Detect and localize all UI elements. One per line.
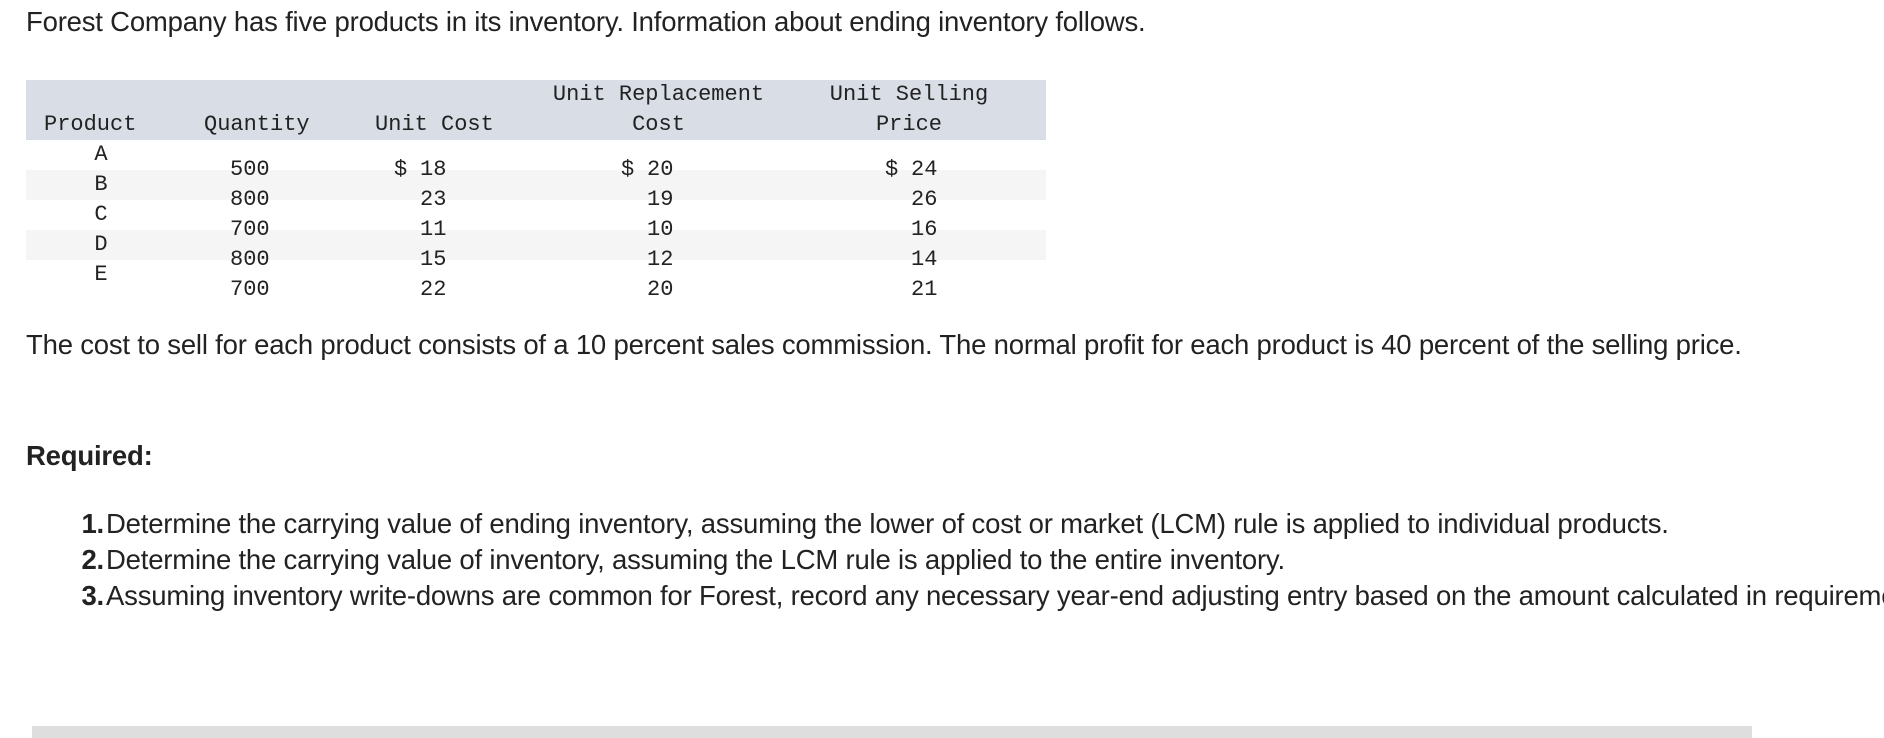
header-product: Product: [44, 112, 137, 137]
cell-unit-selling-price: 14: [911, 247, 938, 272]
cell-unit-replacement-cost: 20: [647, 277, 674, 302]
requirement-number: 3.: [81, 580, 104, 611]
requirement-text: Determine the carrying value of inventor…: [106, 544, 1285, 575]
cell-product: D: [94, 232, 108, 257]
cell-product: B: [94, 172, 108, 197]
header-unit-cost: Unit Cost: [375, 112, 494, 137]
table-header-row: Product Quantity Unit Cost Unit Replacem…: [26, 80, 1046, 140]
cell-quantity: 800: [230, 187, 270, 212]
table-row: D 800 15 12 14: [26, 230, 1046, 272]
cell-unit-selling-price: 16: [911, 217, 938, 242]
cell-product: E: [94, 262, 108, 287]
cell-quantity: 700: [230, 217, 270, 242]
cell-unit-cost: 11: [420, 217, 447, 242]
cell-unit-selling-price: 21: [911, 277, 938, 302]
requirement-item-1: 1. Determine the carrying value of endin…: [81, 506, 1884, 542]
requirements-list: 1. Determine the carrying value of endin…: [26, 506, 1884, 614]
cell-quantity: 700: [230, 277, 270, 302]
table-row: C 700 11 10 16: [26, 200, 1046, 242]
inventory-table: Product Quantity Unit Cost Unit Replacem…: [26, 80, 1046, 302]
intro-text: Forest Company has five products in its …: [26, 6, 1146, 37]
cost-to-sell-paragraph: The cost to sell for each product consis…: [26, 329, 1742, 360]
requirement-text: Assuming inventory write-downs are commo…: [106, 580, 1884, 611]
header-quantity: Quantity: [204, 112, 310, 137]
cell-unit-selling-price: $24: [885, 157, 938, 182]
cell-unit-cost: 23: [420, 187, 447, 212]
cell-unit-cost: $18: [394, 157, 447, 182]
cell-quantity: 800: [230, 247, 270, 272]
required-heading: Required:: [26, 440, 153, 471]
requirement-text: Determine the carrying value of ending i…: [106, 508, 1669, 539]
cell-unit-replacement-cost: $20: [621, 157, 674, 182]
cell-unit-cost: 15: [420, 247, 447, 272]
table-row: A 500 $18 $20 $24: [26, 140, 1046, 182]
cell-product: C: [94, 202, 108, 227]
answer-panel-edge: [32, 726, 1752, 738]
requirement-item-3: 3. Assuming inventory write-downs are co…: [81, 578, 1884, 614]
requirement-item-2: 2. Determine the carrying value of inven…: [81, 542, 1884, 578]
header-unit-selling-price: Unit Selling Price: [829, 82, 989, 137]
cell-unit-replacement-cost: 10: [647, 217, 674, 242]
table-row: B 800 23 19 26: [26, 170, 1046, 212]
requirement-number: 2.: [81, 544, 104, 575]
cell-product: A: [94, 142, 108, 167]
cell-unit-selling-price: 26: [911, 187, 938, 212]
cell-unit-cost: 22: [420, 277, 447, 302]
table-row: E 700 22 20 21: [26, 260, 1046, 302]
cell-unit-replacement-cost: 19: [647, 187, 674, 212]
header-unit-replacement-cost: Unit Replacement Cost: [552, 82, 765, 137]
cell-quantity: 500: [230, 157, 270, 182]
cell-unit-replacement-cost: 12: [647, 247, 674, 272]
requirement-number: 1.: [81, 508, 104, 539]
